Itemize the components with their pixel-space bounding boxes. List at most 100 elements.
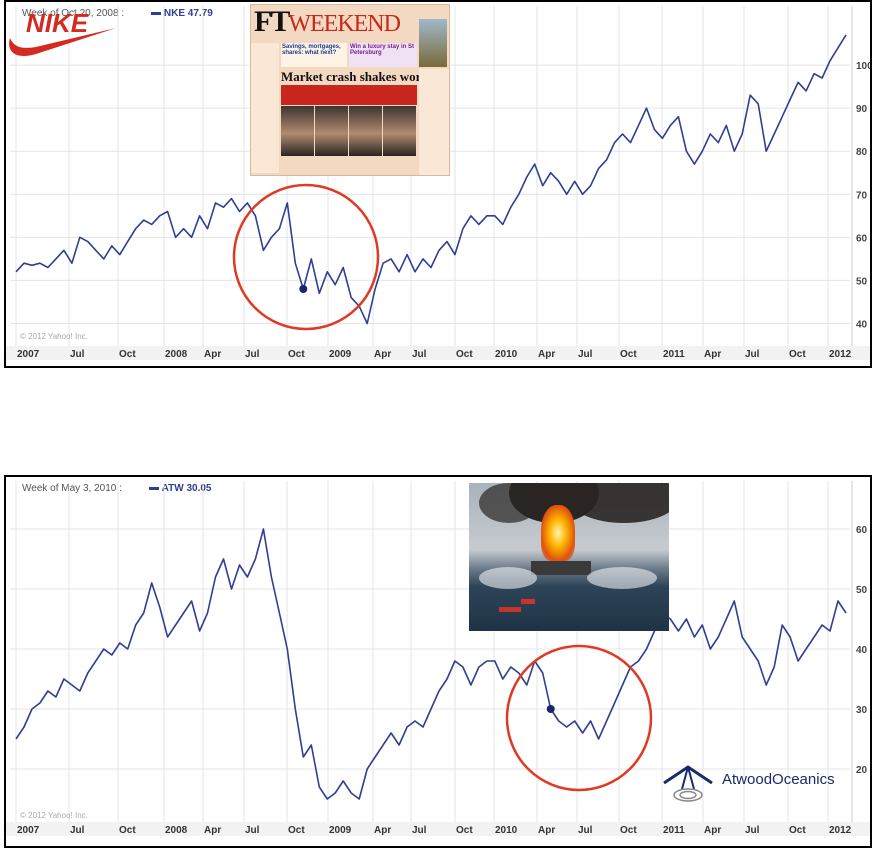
x-tick-label: 2008: [165, 825, 188, 836]
highlight-point: [546, 705, 555, 713]
y-tick-label: 60: [856, 233, 868, 244]
atwood-logo-text: AtwoodOceanics: [722, 771, 835, 788]
ft-market-bar: [281, 85, 417, 105]
boat: [499, 607, 521, 612]
x-tick-label: Jul: [412, 349, 427, 360]
smoke-cloud: [479, 483, 539, 523]
atw-chart-panel: Week of May 3, 2010 : ATW 30.05 2007 Jul O…: [4, 475, 872, 848]
x-tick-label: Jul: [412, 825, 427, 836]
nke-chart-panel: Week of Oct 20, 2008 : NKE 47.79 2007 Jul…: [4, 0, 872, 368]
ft-headline: Market crash shakes world: [281, 69, 433, 84]
water-spray: [587, 567, 657, 589]
boat: [521, 599, 535, 604]
series-line-nke: [15, 34, 847, 325]
ft-photo: [383, 106, 416, 156]
x-tick-label: Jul: [578, 825, 593, 836]
copyright-label: © 2012 Yahoo! Inc.: [20, 332, 88, 341]
y-tick-label: 40: [856, 319, 868, 330]
x-tick-label: Apr: [204, 825, 221, 836]
x-tick-label: Oct: [456, 825, 473, 836]
nike-swoosh-icon: [9, 28, 117, 57]
y-tick-label: 70: [856, 190, 868, 201]
x-tick-label: Oct: [620, 349, 637, 360]
series-label: ATW 30.05: [161, 483, 212, 494]
x-tick-label: 2012: [829, 349, 852, 360]
x-tick-label: Apr: [374, 349, 391, 360]
water-spray: [479, 567, 537, 589]
x-tick-label: Apr: [704, 349, 721, 360]
x-tick-label: Jul: [245, 825, 260, 836]
series-line-atw: [15, 528, 847, 800]
x-tick-label: Oct: [288, 349, 305, 360]
red-circle-annotation: [232, 183, 380, 331]
y-tick-label: 50: [856, 585, 868, 596]
red-circle-annotation: [505, 644, 653, 792]
y-tick-label: 100: [856, 61, 870, 72]
x-tick-label: Jul: [70, 825, 85, 836]
fire-flame: [541, 505, 575, 561]
x-tick-label: Oct: [789, 825, 806, 836]
x-tick-label: Apr: [374, 825, 391, 836]
copyright-label: © 2012 Yahoo! Inc.: [20, 811, 88, 820]
x-tick-label: Jul: [70, 349, 85, 360]
atw-chart-svg: 2007 Jul Oct 2008 Apr Jul Oct 2009 Apr Jul Oct 2010…: [6, 481, 870, 836]
grid: [10, 481, 850, 822]
x-tick-label: 2009: [329, 825, 352, 836]
atwood-a-icon: [663, 765, 713, 802]
ft-dome-photo: [419, 19, 447, 67]
y-tick-label: 40: [856, 645, 868, 656]
grid: [10, 6, 850, 346]
legend-swatch: [150, 11, 161, 15]
x-tick-label: 2010: [495, 349, 518, 360]
ft-photo: [315, 106, 348, 156]
ft-photo: [349, 106, 382, 156]
ft-teaser-left: Savings, mortgages, shares: what next?: [281, 43, 347, 67]
x-tick-label: 2008: [165, 349, 188, 360]
x-tick-label: 2007: [17, 825, 40, 836]
x-tick-label: 2012: [829, 825, 852, 836]
x-tick-label: Oct: [456, 349, 473, 360]
y-tick-label: 20: [856, 765, 868, 776]
header-date-label: Week of Oct 20, 2008 :: [22, 8, 125, 19]
oil-rig-fire-photo: [469, 483, 669, 631]
y-tick-label: 50: [856, 276, 868, 287]
nike-logo: NIKE: [9, 8, 117, 57]
x-tick-label: Apr: [538, 349, 555, 360]
x-tick-label: Oct: [119, 825, 136, 836]
x-tick-label: Jul: [745, 349, 760, 360]
x-tick-label: Oct: [620, 825, 637, 836]
x-tick-label: Apr: [204, 349, 221, 360]
x-axis-band: [6, 346, 870, 360]
atwood-oceanics-logo: AtwoodOceanics: [658, 765, 848, 805]
ft-weekend-newspaper-image: FTWEEKEND Savings, mortgages, shares: wh…: [250, 4, 450, 176]
series-label: NKE 47.79: [163, 8, 213, 19]
y-tick-label: 80: [856, 147, 868, 158]
series-legend: ATW 30.05: [148, 483, 212, 494]
x-tick-label: Oct: [288, 825, 305, 836]
x-tick-label: 2009: [329, 349, 352, 360]
ft-sidebar: [251, 43, 279, 173]
x-tick-label: 2011: [663, 825, 685, 836]
rig-deck: [531, 561, 591, 575]
x-tick-label: Jul: [745, 825, 760, 836]
x-tick-label: Apr: [704, 825, 721, 836]
x-tick-label: Oct: [789, 349, 806, 360]
nike-logo-text: NIKE: [26, 8, 89, 38]
x-tick-label: Oct: [119, 349, 136, 360]
smoke-cloud: [569, 483, 669, 523]
chart-header: Week of May 3, 2010 : ATW 30.05: [22, 483, 212, 494]
ft-teaser-right: Win a luxury stay in St Petersburg: [349, 43, 417, 67]
highlight-point: [299, 285, 308, 294]
series-legend: NKE 47.79: [150, 8, 213, 19]
y-tick-label: 60: [856, 525, 868, 536]
x-axis-band: [6, 822, 870, 836]
header-date-label: Week of May 3, 2010 :: [22, 483, 122, 494]
ft-masthead: FTWEEKEND: [254, 5, 401, 38]
ft-photo: [281, 106, 314, 156]
x-tick-label: 2010: [495, 825, 518, 836]
nke-chart-svg: 2007 Jul Oct 2008 Apr Jul Oct 2009 Apr Jul Oct 2010…: [6, 6, 870, 360]
chart-header: Week of Oct 20, 2008 : NKE 47.79: [22, 8, 213, 19]
y-tick-label: 90: [856, 104, 868, 115]
x-tick-label: Apr: [538, 825, 555, 836]
x-tick-label: 2007: [17, 349, 40, 360]
